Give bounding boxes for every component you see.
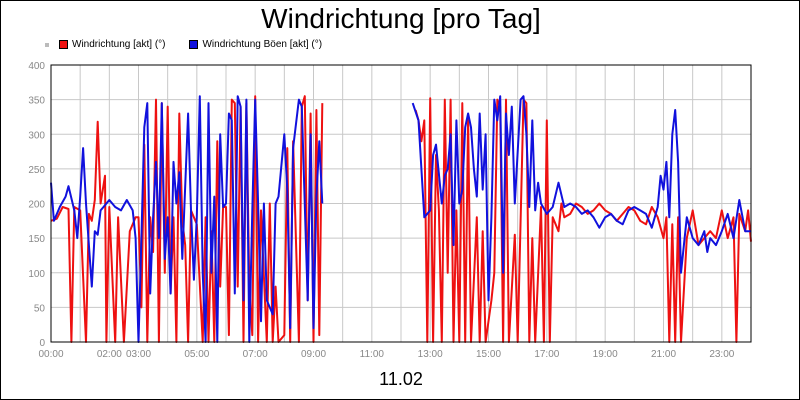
x-axis-label: 11.02 [379, 369, 423, 389]
y-tick-label: 100 [28, 269, 45, 280]
x-tick-label: 17:00 [534, 349, 559, 360]
legend-swatch-blue [189, 40, 199, 49]
x-tick-label: 23:00 [709, 349, 734, 360]
y-tick-label: 0 [39, 338, 45, 349]
x-tick-label: 15:00 [476, 349, 501, 360]
series-line-2 [50, 95, 324, 343]
x-tick-label: 02:00 [97, 349, 122, 360]
legend-item-series2: Windrichtung Böen [akt] (°) [189, 39, 322, 50]
y-tick-label: 150 [28, 234, 45, 245]
x-tick-label: 13:00 [418, 349, 443, 360]
y-tick-label: 250 [28, 165, 45, 176]
y-tick-label: 50 [34, 303, 46, 314]
legend-label-series1: Windrichtung [akt] (°) [72, 39, 166, 50]
x-tick-label: 03:00 [126, 349, 151, 360]
x-tick-label: 07:00 [243, 349, 268, 360]
x-tick-label: 00:00 [38, 349, 63, 360]
x-tick-label: 09:00 [301, 349, 326, 360]
legend-label-series2: Windrichtung Böen [akt] (°) [202, 39, 323, 50]
y-tick-label: 400 [28, 61, 45, 72]
x-tick-label: 19:00 [593, 349, 618, 360]
plot-border [50, 64, 752, 343]
y-tick-label: 350 [28, 96, 45, 107]
y-tick-label: 300 [28, 130, 45, 141]
legend-item-series1: Windrichtung [akt] (°) [59, 39, 165, 50]
chart-title: Windrichtung [pro Tag] [261, 3, 541, 34]
x-tick-label: 11:00 [360, 349, 385, 360]
x-tick-label: 21:00 [651, 349, 676, 360]
legend: Windrichtung [akt] (°) Windrichtung Böen… [45, 39, 346, 50]
plot-area: 0 50 100 150 200 250 300 350 400 00:00 02:00 03:00 0… [28, 61, 752, 360]
legend-swatch-red [59, 40, 68, 49]
legend-marker-icon [45, 42, 49, 47]
y-tick-label: 200 [28, 200, 45, 211]
x-tick-label: 05:00 [184, 349, 209, 360]
series-line-2 [411, 95, 751, 302]
